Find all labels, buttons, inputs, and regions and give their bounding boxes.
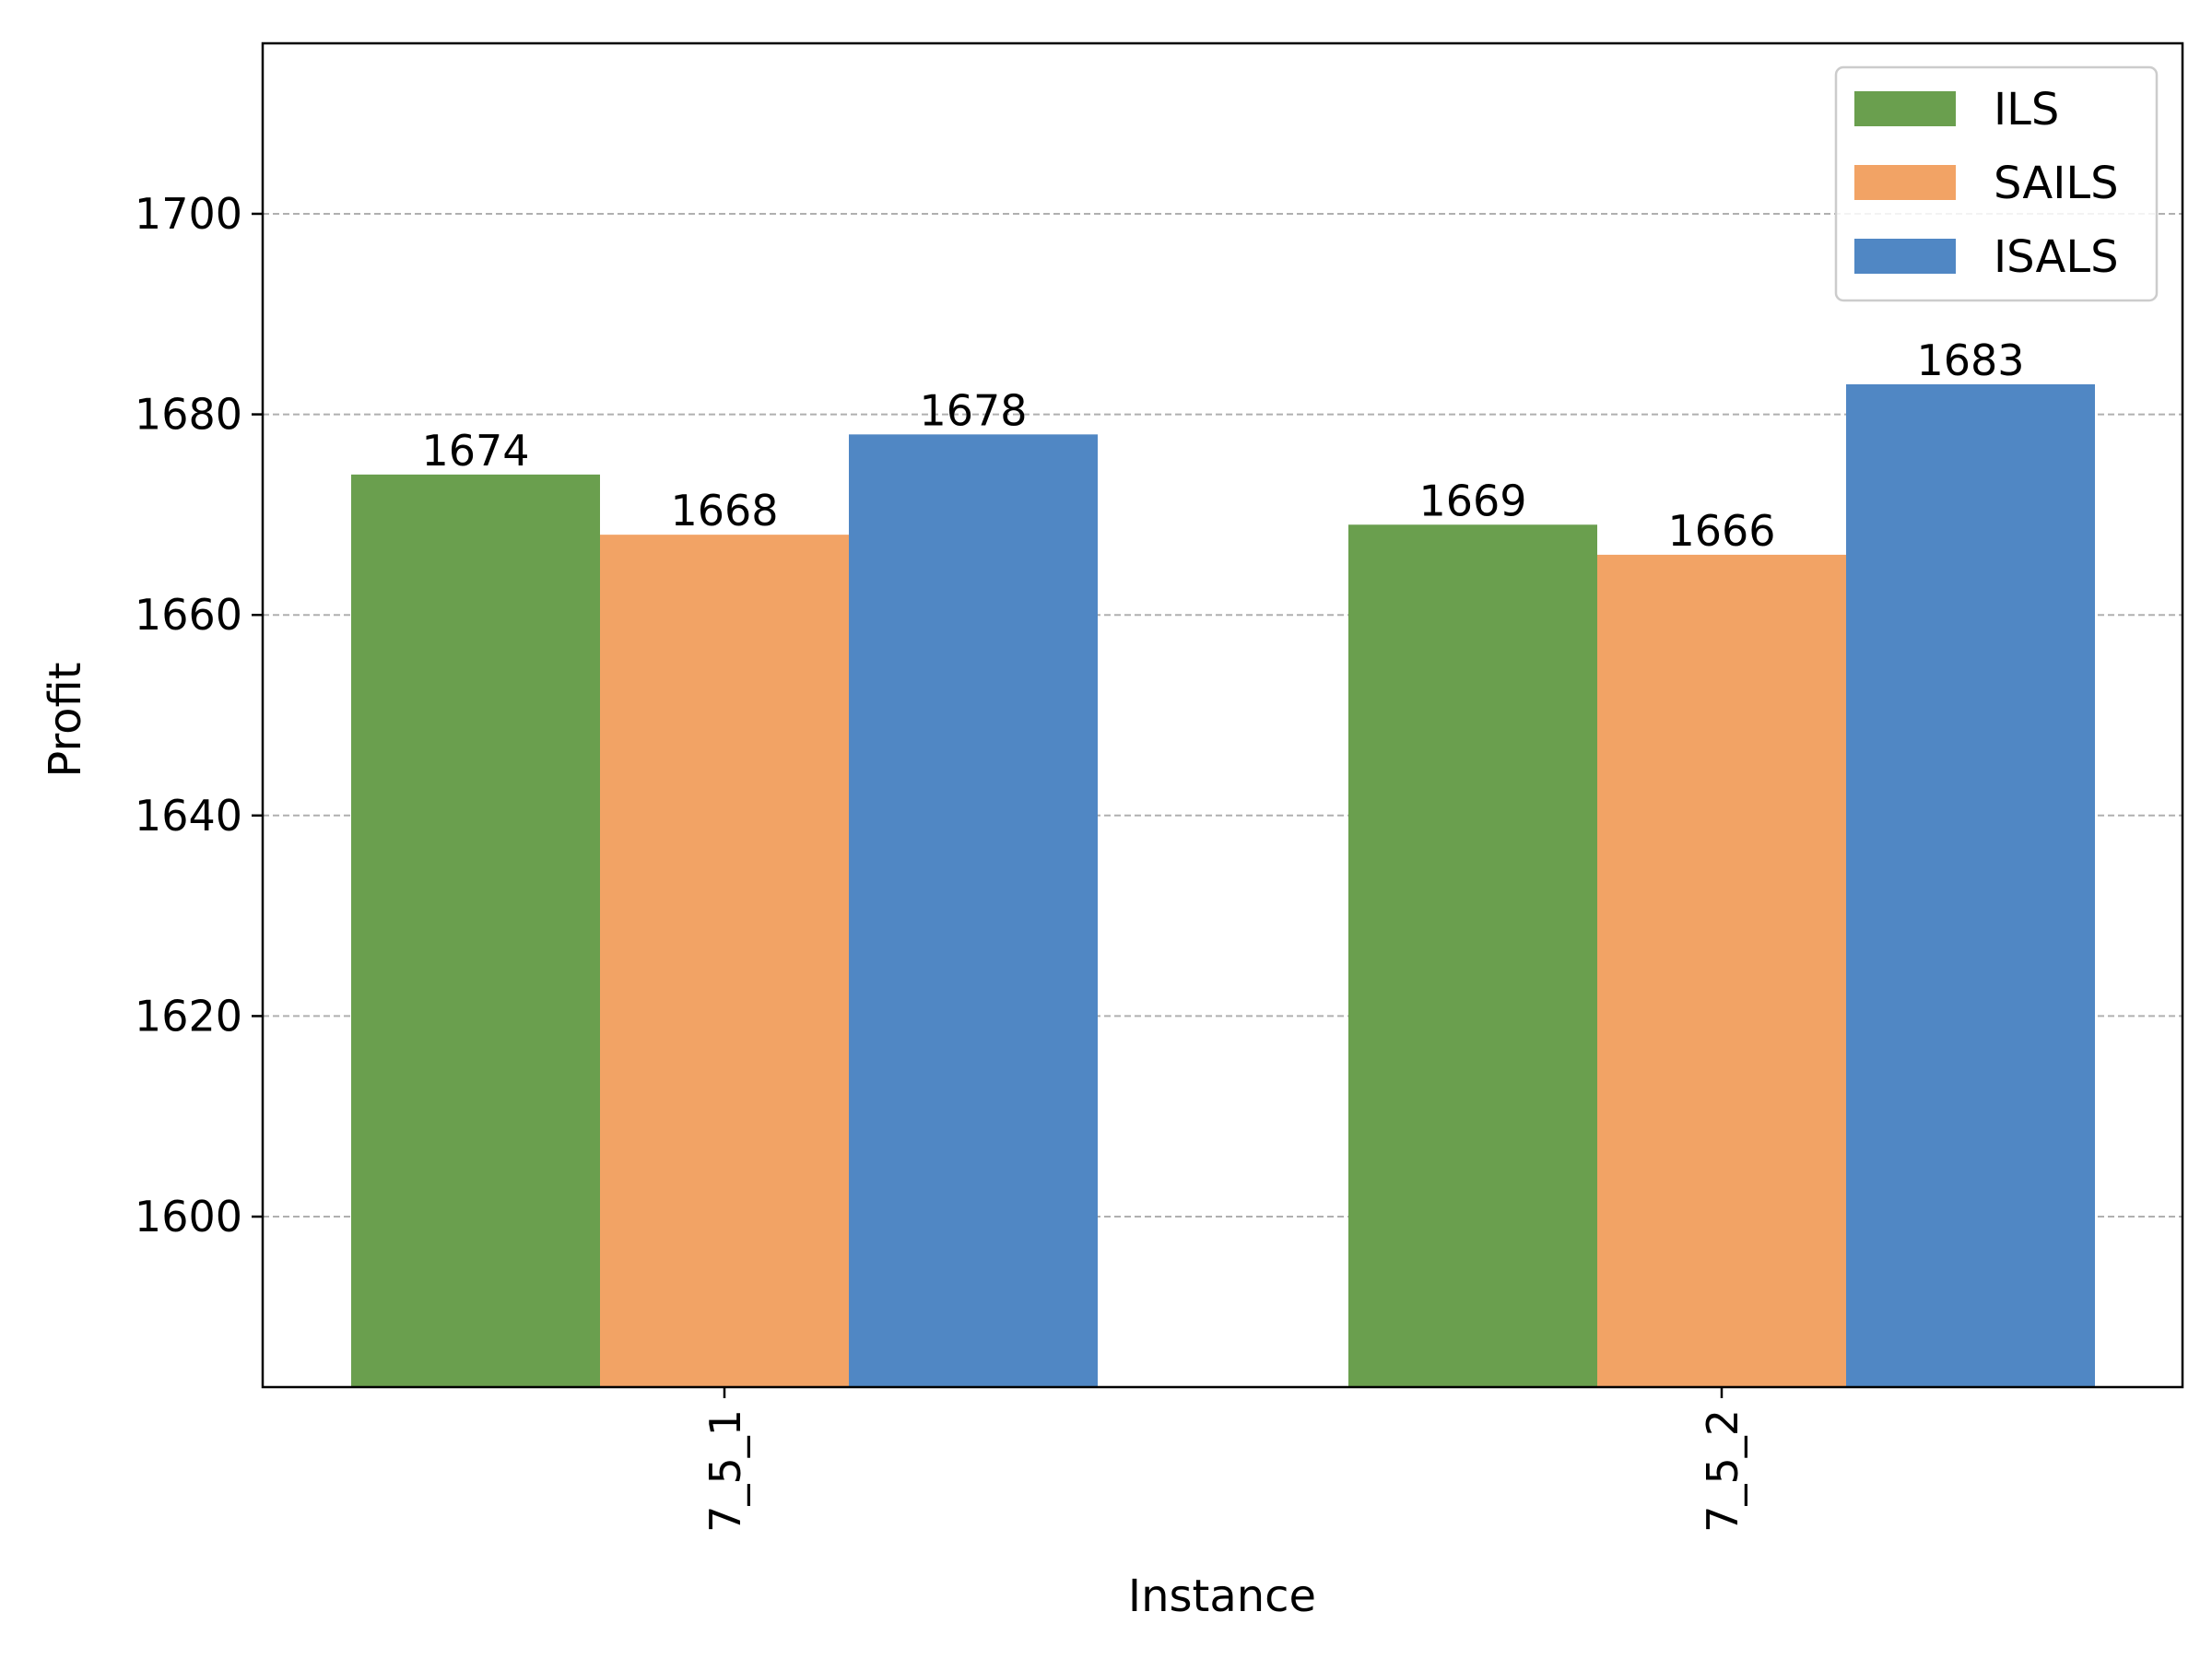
data-labels: 1674 1668 1678 1669 1666 1683 xyxy=(421,335,2024,556)
bar xyxy=(849,434,1098,1388)
bar xyxy=(1348,524,1597,1387)
y-tick-label: 1660 xyxy=(135,590,242,640)
data-label: 1668 xyxy=(670,486,778,535)
data-label: 1683 xyxy=(1916,335,2024,385)
data-label: 1666 xyxy=(1667,506,1775,556)
data-label: 1678 xyxy=(919,385,1027,435)
bars xyxy=(351,383,2095,1388)
y-tick-label: 1700 xyxy=(135,189,242,239)
plot-frame xyxy=(261,41,2184,1389)
legend-label: ILS xyxy=(1994,84,2059,135)
legend-swatch xyxy=(1854,239,1956,274)
y-tick-label: 1640 xyxy=(135,791,242,841)
legend-swatch xyxy=(1854,91,1956,126)
legend-swatch xyxy=(1854,165,1956,200)
x-tick-label: 7_5_2 xyxy=(1698,1409,1747,1533)
bar xyxy=(600,535,849,1387)
data-label: 1669 xyxy=(1418,476,1526,525)
bar xyxy=(1846,383,2095,1387)
x-axis: 7_5_1 7_5_2 xyxy=(700,1387,1747,1533)
x-tick-label: 7_5_1 xyxy=(700,1409,750,1533)
bar xyxy=(1597,554,1846,1387)
y-tick-label: 1620 xyxy=(135,991,242,1041)
legend-label: ISALS xyxy=(1994,231,2119,283)
bar xyxy=(351,474,600,1387)
legend: ILS SAILS ISALS xyxy=(1834,65,2159,302)
x-axis-title: Instance xyxy=(1128,1571,1316,1622)
legend-label: SAILS xyxy=(1994,158,2119,209)
y-tick-label: 1680 xyxy=(135,390,242,440)
y-axis: 1600 1620 1640 1660 1680 1700 xyxy=(135,189,263,1241)
y-tick-label: 1600 xyxy=(135,1192,242,1241)
y-axis-title: Profit xyxy=(40,662,91,777)
data-label: 1674 xyxy=(421,426,529,476)
